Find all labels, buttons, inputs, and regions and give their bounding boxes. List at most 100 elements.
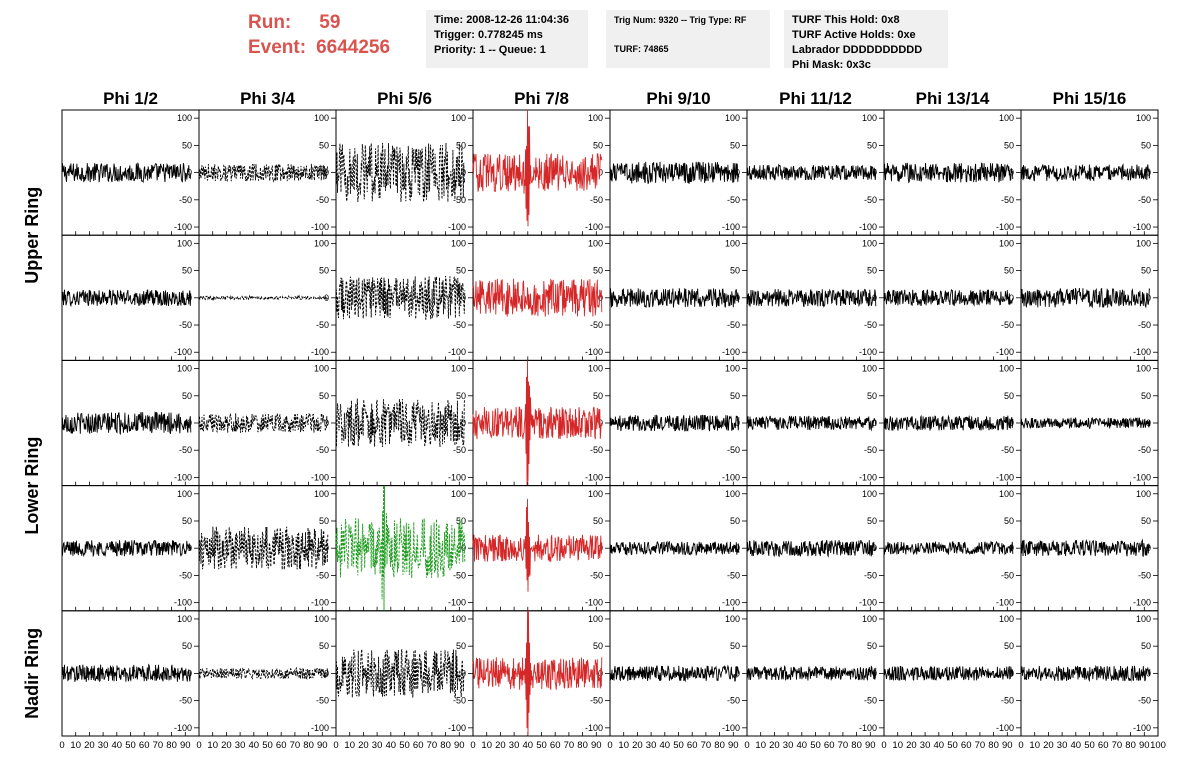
x-tick-label: 70	[290, 740, 301, 751]
waveform	[472, 109, 603, 227]
trigger-line: Trigger: 0.778245 ms	[434, 29, 543, 41]
y-tick-label: -100	[311, 598, 329, 608]
run-value: 59	[319, 12, 341, 33]
y-tick-label: -100	[448, 723, 466, 733]
y-tick-label: -100	[174, 723, 192, 733]
x-tick-label: 70	[427, 740, 438, 751]
y-tick-label: 100	[1136, 364, 1151, 374]
y-tick-label: -100	[1133, 598, 1151, 608]
y-tick-label: -50	[316, 696, 329, 706]
trig-num-line: Trig Num: 9320 -- Trig Type: RF	[614, 15, 747, 25]
waveform	[1020, 417, 1151, 430]
y-tick-label: 50	[1004, 641, 1014, 651]
x-tick-label: 10	[618, 740, 629, 751]
y-tick-label: 100	[999, 364, 1014, 374]
x-tick-label: 40	[934, 740, 945, 751]
y-tick-label: 50	[456, 516, 466, 526]
x-tick-label: 20	[221, 740, 232, 751]
y-tick-label: -50	[1001, 570, 1014, 580]
y-tick-label: -100	[722, 598, 740, 608]
y-tick-label: 100	[999, 238, 1014, 248]
y-tick-label: 100	[725, 238, 740, 248]
x-tick-label: 90	[865, 740, 876, 751]
x-tick-label: 0	[59, 740, 64, 751]
y-tick-label: -100	[859, 723, 877, 733]
turf-hold-line: TURF This Hold: 0x8	[792, 14, 900, 26]
y-tick-label: 50	[1004, 516, 1014, 526]
x-tick-label: 10	[892, 740, 903, 751]
column-title: Phi 11/12	[779, 89, 852, 108]
y-tick-label: 0	[735, 543, 740, 553]
y-tick-label: -100	[174, 222, 192, 232]
y-tick-label: 50	[867, 516, 877, 526]
turf-line: TURF: 74865	[614, 44, 669, 54]
y-tick-label: 100	[588, 614, 603, 624]
y-tick-label: 0	[598, 168, 603, 178]
x-tick-label: 20	[906, 740, 917, 751]
panel-frame	[335, 109, 474, 236]
waveform	[198, 163, 329, 183]
x-tick-label: 90	[1139, 740, 1150, 751]
y-tick-label: -100	[585, 723, 603, 733]
waveform	[609, 414, 740, 432]
waveform	[198, 526, 329, 570]
phi-mask-line: Phi Mask: 0x3c	[792, 59, 871, 71]
y-tick-label: -50	[179, 445, 192, 455]
y-tick-label: -100	[996, 723, 1014, 733]
y-tick-label: -100	[996, 347, 1014, 357]
x-tick-label: 70	[153, 740, 164, 751]
y-tick-label: -50	[453, 570, 466, 580]
y-tick-label: -100	[311, 347, 329, 357]
y-tick-label: 100	[314, 113, 329, 123]
y-tick-label: -100	[311, 472, 329, 482]
x-tick-label: 50	[399, 740, 410, 751]
column-title: Phi 1/2	[103, 89, 158, 108]
y-tick-label: -100	[1133, 347, 1151, 357]
x-tick-label: 50	[947, 740, 958, 751]
panel-frame	[198, 359, 337, 487]
x-tick-label: 0	[470, 740, 475, 751]
x-tick-label: 90	[180, 740, 191, 751]
waveform	[198, 413, 329, 433]
y-tick-label: -50	[453, 445, 466, 455]
row-label: Lower Ring	[22, 437, 42, 535]
y-tick-label: -100	[1133, 723, 1151, 733]
y-tick-label: 100	[588, 238, 603, 248]
y-tick-label: 100	[862, 489, 877, 499]
y-tick-label: -50	[727, 320, 740, 330]
waveform	[1020, 664, 1151, 682]
y-tick-label: -100	[996, 472, 1014, 482]
event-value: 6644256	[316, 37, 391, 58]
y-tick-label: 100	[725, 364, 740, 374]
y-tick-label: -100	[859, 222, 877, 232]
y-tick-label: -50	[1138, 320, 1151, 330]
waveform	[883, 414, 1014, 432]
time-line: Time: 2008-12-26 11:04:36	[434, 14, 569, 26]
waveform	[883, 665, 1014, 682]
waveform	[883, 162, 1014, 184]
x-tick-label: 0	[333, 740, 338, 751]
y-tick-label: 50	[593, 266, 603, 276]
y-tick-label: -100	[448, 222, 466, 232]
y-tick-label: 100	[1136, 489, 1151, 499]
y-tick-label: 0	[1009, 293, 1014, 303]
waveform	[746, 665, 877, 681]
y-tick-label: 100	[999, 113, 1014, 123]
y-tick-label: -50	[179, 570, 192, 580]
x-tick-label: 40	[249, 740, 260, 751]
waveform	[746, 163, 877, 181]
y-tick-label: -100	[448, 347, 466, 357]
x-tick-label: 20	[495, 740, 506, 751]
waveform	[609, 161, 740, 185]
y-tick-label: -100	[174, 472, 192, 482]
x-tick-label: 70	[564, 740, 575, 751]
y-tick-label: 100	[862, 364, 877, 374]
y-tick-label: 100	[314, 238, 329, 248]
y-tick-label: 50	[319, 391, 329, 401]
y-tick-label: 50	[319, 266, 329, 276]
y-tick-label: 50	[1141, 266, 1151, 276]
waveform	[61, 411, 192, 436]
x-tick-label: 20	[1043, 740, 1054, 751]
x-tick-label: 70	[838, 740, 849, 751]
